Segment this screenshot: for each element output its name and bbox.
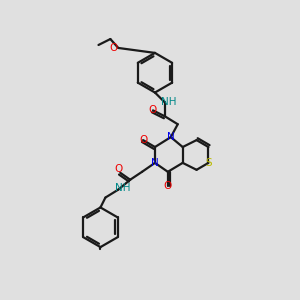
- Text: N: N: [151, 158, 159, 168]
- Text: O: O: [139, 135, 147, 145]
- Text: O: O: [109, 43, 118, 53]
- Text: NH: NH: [116, 183, 131, 193]
- Text: O: O: [164, 181, 172, 191]
- Text: O: O: [149, 105, 157, 116]
- Text: S: S: [205, 158, 212, 168]
- Text: N: N: [167, 132, 175, 142]
- Text: NH: NH: [161, 98, 177, 107]
- Text: O: O: [114, 164, 122, 174]
